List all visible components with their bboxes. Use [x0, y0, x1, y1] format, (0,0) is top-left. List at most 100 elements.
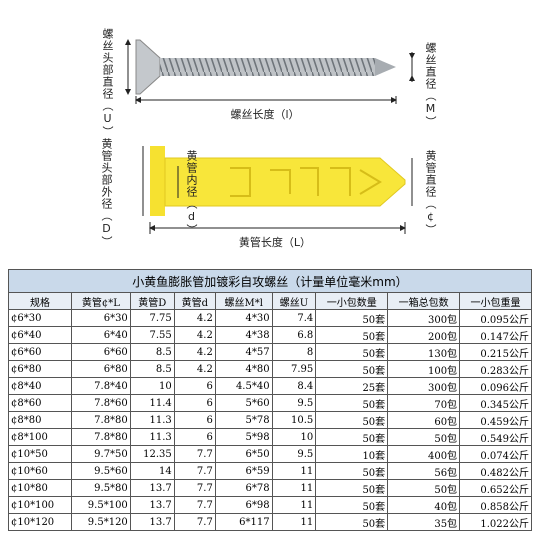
- cell: 100包: [387, 360, 461, 378]
- label: 黄管头部外径（D）: [100, 138, 113, 248]
- cell: 0.096公斤: [459, 377, 532, 395]
- cell: 11.4: [129, 394, 175, 412]
- column-header: 黄管¢*L: [70, 292, 131, 310]
- cell: 50套: [315, 343, 389, 361]
- cell: 13.7: [129, 513, 175, 531]
- cell: ¢10*80: [8, 479, 72, 497]
- table-row: ¢6*40 6*40 7.55 4.2 4*38 6.8 50套 200包 0.147公斤: [8, 326, 532, 344]
- cell: 7.8*60: [70, 394, 131, 412]
- cell: 11: [271, 462, 317, 480]
- cell: 200包: [387, 326, 461, 344]
- cell: 7.8*40: [70, 377, 131, 395]
- cell: 50套: [315, 462, 389, 480]
- column-header: 螺丝U: [271, 292, 317, 310]
- anchor-body: [164, 157, 406, 207]
- cell: 6*40: [70, 326, 131, 344]
- cell: 5*78: [214, 411, 273, 429]
- table-row: ¢10*80 9.5*80 13.7 7.7 6*78 11 50套 50包 0.652公斤: [8, 479, 532, 497]
- cell: 6*60: [70, 343, 131, 361]
- cell: 60包: [387, 411, 461, 429]
- table-row: ¢8*100 7.8*80 11.3 6 5*98 10 50套 50包 0.549公斤: [8, 428, 532, 446]
- cell: 9.5: [271, 394, 317, 412]
- cell: 10: [271, 428, 317, 446]
- cell: 50套: [315, 513, 389, 531]
- cell: ¢8*40: [8, 377, 72, 395]
- cell: 50套: [315, 496, 389, 514]
- column-header: 一小包数量: [315, 292, 389, 310]
- cell: 8.4: [271, 377, 317, 395]
- cell: 11.3: [129, 411, 175, 429]
- cell: 0.482公斤: [459, 462, 532, 480]
- cell: 6*78: [214, 479, 273, 497]
- cell: 7.7: [173, 479, 216, 497]
- cell: 7.7: [173, 513, 216, 531]
- cell: 7.75: [129, 309, 175, 327]
- screw-shaft: [160, 58, 375, 76]
- cell: 4*30: [214, 309, 273, 327]
- cell: 4*80: [214, 360, 273, 378]
- cell: 9.5*100: [70, 496, 131, 514]
- cell: 0.345公斤: [459, 394, 532, 412]
- table-row: ¢10*50 9.7*50 12.35 7.7 6*50 9.5 10套 400包 0.074公…: [8, 445, 532, 463]
- cell: 10: [129, 377, 175, 395]
- cell: 4.2: [173, 343, 216, 361]
- cell: 0.095公斤: [459, 309, 532, 327]
- title-row: 小黄鱼膨胀管加镀彩自攻螺丝（计量单位毫米mm）: [8, 269, 532, 293]
- dimension-lines: [125, 39, 415, 104]
- cell: ¢8*100: [8, 428, 72, 446]
- cell: ¢10*120: [8, 513, 72, 531]
- cell: 10套: [315, 445, 389, 463]
- table-row: ¢8*40 7.8*40 10 6 4.5*40 8.4 25套 300包 0.096公斤: [8, 377, 532, 395]
- cell: 50套: [315, 326, 389, 344]
- cell: 0.147公斤: [459, 326, 532, 344]
- label: 螺丝头部直径（U）: [101, 28, 114, 138]
- cell: 11: [271, 496, 317, 514]
- cell: 6: [173, 411, 216, 429]
- cell: 7.7: [173, 462, 216, 480]
- label: 黄管长度（L）: [238, 236, 312, 249]
- column-header: 黄管D: [129, 292, 175, 310]
- label: 螺丝直径（M）: [424, 42, 437, 128]
- cell: 300包: [387, 377, 461, 395]
- anchor-ribs: [230, 167, 382, 197]
- cell: 50包: [387, 428, 461, 446]
- table-row: ¢8*60 7.8*60 11.4 6 5*60 9.5 50套 70包 0.345公斤: [8, 394, 532, 412]
- column-header: 一小包重量: [459, 292, 532, 310]
- spec-table: 小黄鱼膨胀管加镀彩自攻螺丝（计量单位毫米mm） 规格 黄管¢*L 黄管D 黄管d 螺丝M*…: [8, 269, 532, 531]
- cell: 4*38: [214, 326, 273, 344]
- cell: 13.7: [129, 496, 175, 514]
- cell: 8.5: [129, 360, 175, 378]
- column-header: 螺丝M*l: [214, 292, 273, 310]
- cell: 40包: [387, 496, 461, 514]
- cell: 0.549公斤: [459, 428, 532, 446]
- cell: 6.8: [271, 326, 317, 344]
- cell: 7.8*80: [70, 428, 131, 446]
- table-row: ¢6*30 6*30 7.75 4.2 4*30 7.4 50套 300包 0.095公斤: [8, 309, 532, 327]
- label: 黄管内径（d）: [185, 150, 198, 236]
- table-row: ¢8*80 7.8*80 11.3 6 5*78 10.5 50套 60包 0.459公斤: [8, 411, 532, 429]
- cell: 400包: [387, 445, 461, 463]
- cell: 0.283公斤: [459, 360, 532, 378]
- cell: 13.7: [129, 479, 175, 497]
- table-row: ¢10*120 9.5*120 13.7 7.7 6*117 11 50套 35包 1.022公…: [8, 513, 532, 531]
- cell: 11.3: [129, 428, 175, 446]
- cell: 6: [173, 377, 216, 395]
- cell: 70包: [387, 394, 461, 412]
- cell: 7.7: [173, 496, 216, 514]
- cell: 0.652公斤: [459, 479, 532, 497]
- cell: 7.4: [271, 309, 317, 327]
- cell: ¢6*80: [8, 360, 72, 378]
- cell: 6: [173, 428, 216, 446]
- cell: 11: [271, 479, 317, 497]
- cell: 6*98: [214, 496, 273, 514]
- cell: 7.55: [129, 326, 175, 344]
- cell: 35包: [387, 513, 461, 531]
- cell: ¢10*100: [8, 496, 72, 514]
- label: 黄管直径（¢）: [424, 150, 437, 236]
- cell: 50包: [387, 479, 461, 497]
- cell: 12.35: [129, 445, 175, 463]
- cell: 9.5*80: [70, 479, 131, 497]
- cell: ¢6*60: [8, 343, 72, 361]
- diagram: [125, 39, 415, 234]
